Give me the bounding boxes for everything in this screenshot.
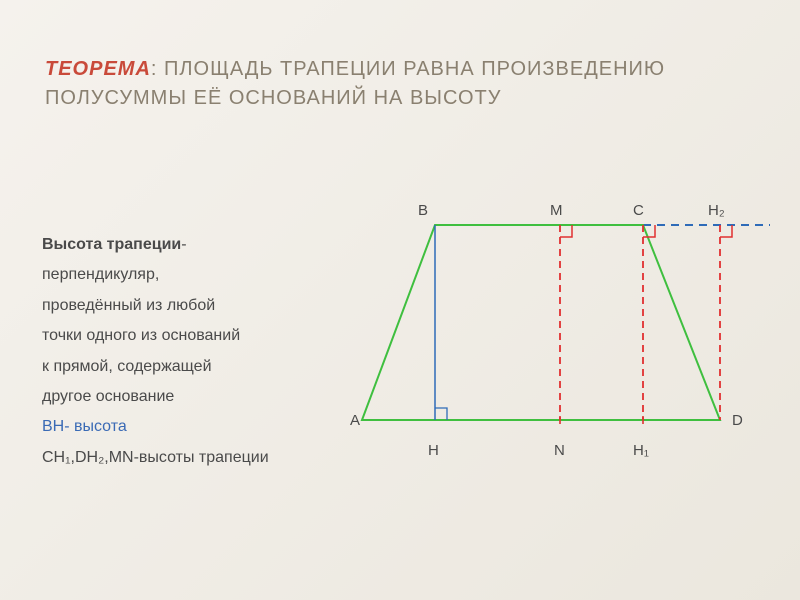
theorem-label: ТЕОРЕМА xyxy=(45,58,151,80)
body-line-1: проведённый из любой xyxy=(42,291,269,321)
svg-text:A: A xyxy=(350,412,360,429)
body-line-0: перпендикуляр, xyxy=(42,260,269,290)
body-text: Высота трапеции- перпендикуляр, проведён… xyxy=(42,230,289,473)
dash: - xyxy=(181,236,186,253)
svg-text:D: D xyxy=(732,412,743,429)
bh-label: BH- высота xyxy=(42,412,269,442)
svg-text:N: N xyxy=(554,442,565,459)
svg-text:H₁: H₁ xyxy=(633,442,649,459)
body-line-4: другое основание xyxy=(42,382,269,412)
diagram-svg: A B M C H₂ D H N H₁ xyxy=(350,185,780,465)
svg-text:H: H xyxy=(428,442,439,459)
svg-text:B: B xyxy=(418,202,428,219)
trapezoid-diagram: A B M C H₂ D H N H₁ xyxy=(350,185,780,465)
svg-text:M: M xyxy=(550,202,563,219)
subtitle: Высота трапеции xyxy=(42,236,181,253)
svg-text:H₂: H₂ xyxy=(708,202,725,219)
svg-text:C: C xyxy=(633,202,644,219)
ch-label: CH₁,DH₂,MN-высоты трапеции xyxy=(42,443,269,473)
body-line-3: к прямой, содержащей xyxy=(42,352,269,382)
body-line-2: точки одного из оснований xyxy=(42,321,269,351)
title-area: ТЕОРЕМА: ПЛОЩАДЬ ТРАПЕЦИИ РАВНА ПРОИЗВЕД… xyxy=(0,0,800,113)
